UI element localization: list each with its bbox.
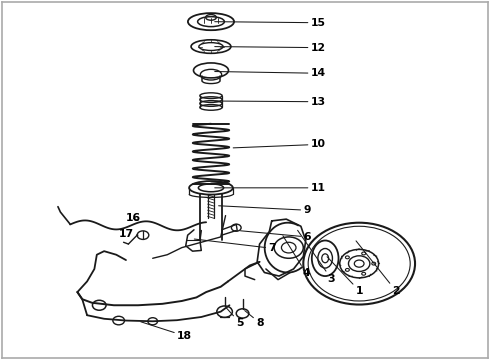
Text: 5: 5	[226, 308, 244, 328]
Text: 13: 13	[215, 97, 326, 107]
Text: 7: 7	[195, 239, 276, 253]
Text: 16: 16	[126, 213, 141, 224]
Text: 12: 12	[215, 42, 326, 53]
Text: 18: 18	[141, 322, 192, 341]
Text: 4: 4	[283, 236, 310, 278]
Text: 10: 10	[233, 139, 325, 149]
Text: 8: 8	[245, 311, 264, 328]
Text: 14: 14	[215, 68, 326, 78]
Text: 2: 2	[356, 241, 400, 296]
Text: 17: 17	[119, 229, 138, 239]
Text: 3: 3	[297, 230, 335, 284]
Text: 9: 9	[219, 205, 311, 215]
Text: 11: 11	[215, 183, 325, 193]
Text: 1: 1	[327, 257, 363, 296]
Text: 15: 15	[215, 18, 325, 28]
Text: 6: 6	[241, 231, 311, 242]
